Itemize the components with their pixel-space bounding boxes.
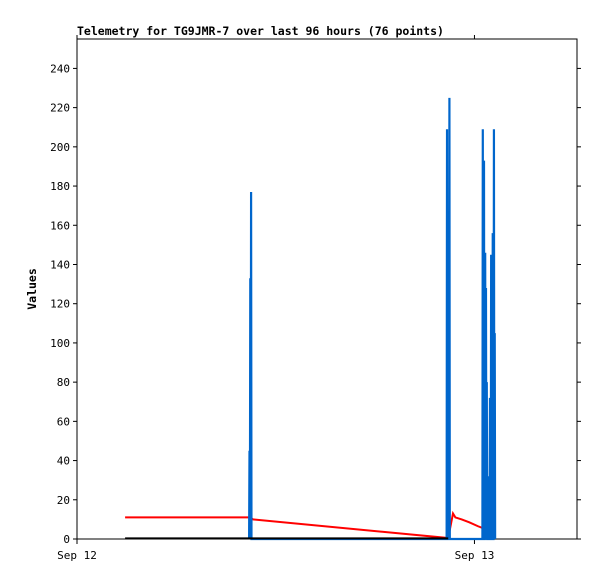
y-tick-label: 200: [50, 141, 70, 154]
y-tick-label: 160: [50, 219, 70, 232]
x-tick-label: Sep 12: [57, 549, 97, 562]
y-tick-label: 60: [57, 415, 70, 428]
y-tick-label: 120: [50, 298, 70, 311]
y-tick-label: 0: [63, 533, 70, 546]
y-tick-label: 40: [57, 455, 70, 468]
x-tick-label: Sep 13: [455, 549, 495, 562]
y-tick-label: 80: [57, 376, 70, 389]
y-tick-label: 180: [50, 180, 70, 193]
y-tick-label: 140: [50, 258, 70, 271]
y-axis-ticks: 0 20 40 60 80 100 120 140 160 180 200 220 240: [50, 62, 581, 546]
chart-title: Telemetry for TG9JMR-7 over last 96 hour…: [77, 24, 444, 38]
plot-frame: [76, 38, 578, 540]
y-tick-label: 100: [50, 337, 70, 350]
y-tick-label: 240: [50, 62, 70, 75]
series-line-0: [125, 510, 489, 540]
y-tick-label: 20: [57, 494, 70, 507]
y-tick-label: 220: [50, 102, 70, 115]
series-line-1: [248, 97, 497, 541]
series-layer: [125, 97, 497, 541]
x-axis-ticks: Sep 12 Sep 13: [57, 35, 494, 562]
y-axis-label: Values: [25, 268, 39, 310]
